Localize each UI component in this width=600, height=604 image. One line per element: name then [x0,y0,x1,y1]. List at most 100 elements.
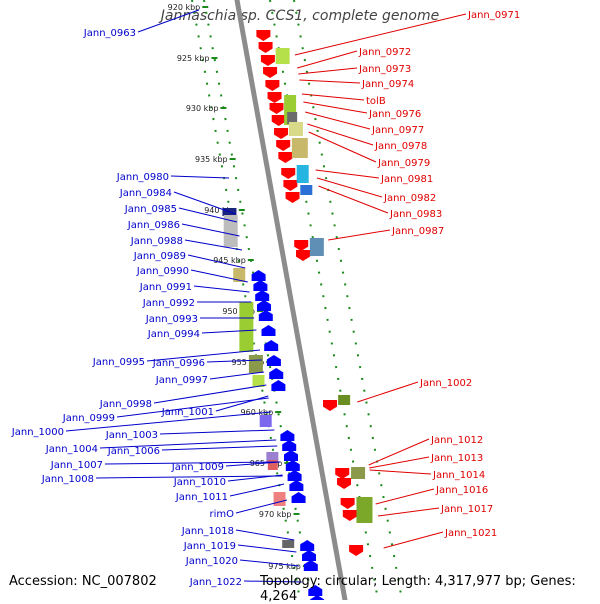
reverse-gene-arrow [269,368,284,379]
reverse-gene-label: Jann_0991 [139,282,192,293]
reverse-gene-label: Jann_1011 [175,492,228,503]
forward-gene-arrow [285,192,300,203]
forward-leader-line [377,507,440,517]
reverse-leader-line [190,269,248,283]
reverse-gene-label: Jann_1006 [107,446,160,457]
reverse-gene-label: Jann_1001 [161,407,214,418]
reverse-gene-arrow [308,585,323,596]
reverse-gene-arrow [251,270,266,281]
forward-gene-arrow [294,240,309,251]
forward-gene-arrow [269,103,284,114]
reverse-gene-arrow [303,560,318,571]
reverse-gene-arrow [261,325,276,336]
genome-title: Jannaschia sp. CCS1, complete genome [160,8,440,24]
scale-tick-label: 950 kbp [222,307,255,316]
reverse-leader-line [239,559,299,567]
forward-leader-line [318,185,389,214]
reverse-gene-label: Jann_0996 [152,358,205,369]
reverse-gene-label: Jann_0988 [130,236,183,247]
forward-gene-arrow [276,140,291,151]
reverse-leader-line [184,239,243,251]
forward-gene-arrow [256,30,271,41]
reverse-gene-label: Jann_1000 [11,427,64,438]
forward-gene-label: Jann_0972 [358,47,411,58]
reverse-leader-line [173,191,236,215]
reverse-gene-label: Jann_0985 [124,204,177,215]
reverse-gene-label: Jann_1009 [171,462,224,473]
reverse-gene-label: Jann_0980 [116,172,169,183]
forward-gene-label: Jann_1002 [419,378,472,389]
reverse-leader-line [99,439,277,449]
reverse-gene-block [239,302,254,352]
reverse-gene-arrow [258,310,273,321]
reverse-leader-line [95,475,283,479]
forward-leader-line [368,438,430,466]
scale-tick-label: 955 kbp [232,358,265,367]
reverse-leader-line [65,411,272,432]
reverse-gene-block [267,460,278,470]
reverse-leader-line [104,461,281,465]
backbone-group [234,0,348,600]
reverse-gene-label: Jann_1003 [105,430,158,441]
forward-leader-line [316,177,383,198]
reverse-leader-line [181,223,240,237]
reverse-gene-block [248,355,263,373]
reverse-leader-line [170,175,230,179]
reverse-gene-block [252,375,265,387]
forward-leader-line [301,93,365,101]
reverse-gene-arrow [302,550,316,561]
forward-gene-label: Jann_1016 [435,485,488,496]
scale-tick-label: 930 kbp [186,104,219,113]
reverse-leader-line [193,285,250,293]
forward-gene-arrow [323,400,337,411]
forward-leader-line [297,50,358,69]
reverse-gene-label: Jann_0992 [142,298,195,309]
forward-gene-arrow [349,545,364,556]
reverse-gene-label: Jann_1010 [173,477,226,488]
forward-gene-label: Jann_1012 [430,435,483,446]
reverse-gene-label: Jann_0995 [92,357,145,368]
reverse-gene-label: Jann_0986 [127,220,180,231]
reverse-leader-line [237,544,297,553]
reverse-gene-arrow [253,280,268,291]
leader-lines-group [65,9,467,583]
forward-gene-arrow [281,168,296,179]
reverse-leader-line [227,474,283,482]
reverse-leader-line [229,483,285,497]
reverse-gene-arrow [291,492,306,503]
forward-gene-label: tolB [366,96,386,107]
reverse-leader-line [235,529,295,541]
accession-text: Accession: NC_007802 [9,574,157,589]
forward-leader-line [383,531,444,549]
reverse-gene-label: Jann_1020 [185,556,238,567]
reverse-gene-arrow [284,450,298,461]
reverse-leader-line [235,499,288,514]
forward-gene-arrow [274,128,289,139]
reverse-gene-label: Jann_0984 [119,188,172,199]
forward-gene-label: Jann_0987 [391,226,444,237]
forward-gene-label: Jann_0982 [383,193,436,204]
forward-gene-arrow [265,80,280,91]
reverse-gene-arrow [280,430,295,441]
forward-gene-label: Jann_0981 [380,174,433,185]
forward-gene-arrow [335,468,350,479]
reverse-gene-arrow [266,355,281,366]
reverse-gene-label: Jann_0963 [83,28,136,39]
reverse-leader-line [116,397,269,418]
reverse-leader-line [243,580,302,583]
forward-gene-arrow [263,67,278,78]
reverse-leader-line [178,207,238,223]
forward-gene-label: Jann_0971 [467,10,520,21]
reverse-leader-line [161,445,278,451]
scale-tick-label: 935 kbp [195,155,228,164]
forward-gene-arrow [337,478,352,489]
reverse-gene-label: rimO [209,509,234,520]
forward-gene-arrow [271,115,286,126]
reverse-leader-line [225,461,281,467]
reverse-gene-block [223,215,238,247]
forward-gene-label: Jann_0977 [371,125,424,136]
reverse-leader-line [187,254,246,269]
forward-gene-block [291,138,308,158]
reverse-gene-label: Jann_1019 [183,541,236,552]
reverse-gene-label: Jann_1007 [50,460,103,471]
